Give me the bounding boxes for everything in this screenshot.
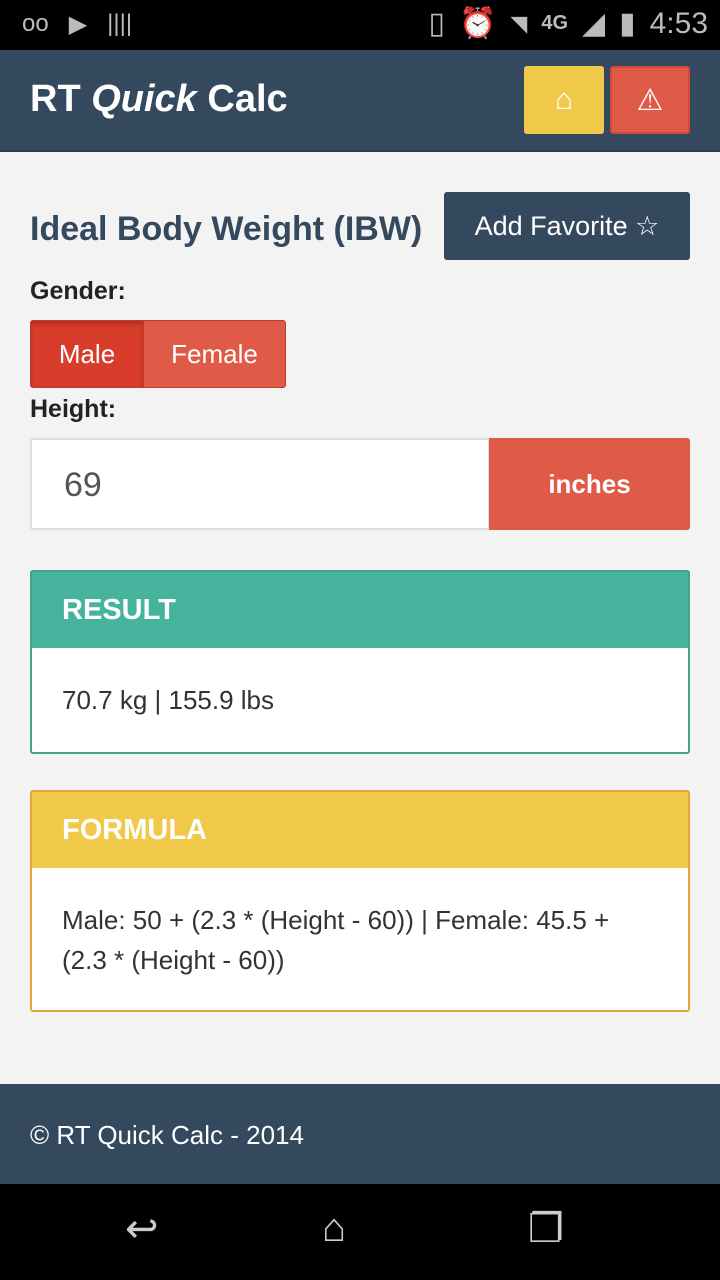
result-value: 70.7 kg | 155.9 lbs bbox=[62, 685, 275, 715]
battery-icon: ▮ bbox=[619, 7, 636, 40]
home-nav-icon[interactable]: ⌂ bbox=[322, 1206, 347, 1250]
wifi-icon: ◥ bbox=[510, 10, 528, 36]
height-input[interactable]: 69 bbox=[30, 438, 490, 530]
voicemail-icon: oo bbox=[22, 10, 49, 37]
formula-text: Male: 50 + (2.3 * (Height - 60)) | Femal… bbox=[62, 905, 610, 975]
barcode-icon: |||| bbox=[107, 10, 133, 37]
status-bar: oo ▶ |||| ▯ ⏰ ◥ 4G ◢ ▮ 4:53 bbox=[0, 0, 720, 50]
clock: 4:53 bbox=[649, 6, 708, 40]
app-header: RT Quick Calc ⌂ ⚠ bbox=[0, 50, 720, 152]
rotate-icon: ▯ bbox=[428, 7, 446, 40]
recent-apps-icon[interactable]: ❐ bbox=[528, 1207, 564, 1251]
warning-button[interactable]: ⚠ bbox=[610, 66, 690, 134]
play-store-icon: ▶ bbox=[68, 11, 88, 38]
brand-text-tail: Calc bbox=[196, 78, 288, 120]
brand-text: RT bbox=[30, 78, 92, 120]
gender-label: Gender: bbox=[30, 277, 126, 305]
gender-female-button[interactable]: Female bbox=[143, 320, 286, 388]
formula-title: FORMULA bbox=[32, 792, 688, 868]
home-button[interactable]: ⌂ bbox=[524, 66, 604, 134]
height-label: Height: bbox=[30, 395, 117, 423]
back-icon[interactable]: ↩ bbox=[125, 1207, 159, 1251]
gender-male-button[interactable]: Male bbox=[30, 320, 144, 388]
brand-text-italic: Quick bbox=[91, 78, 197, 120]
result-panel: RESULT 70.7 kg | 155.9 lbs bbox=[30, 570, 690, 754]
home-icon: ⌂ bbox=[554, 83, 574, 116]
signal-icon: ◢ bbox=[582, 7, 606, 40]
page-title: Ideal Body Weight (IBW) bbox=[30, 210, 423, 248]
unit-toggle-button[interactable]: inches bbox=[489, 438, 690, 530]
alarm-icon: ⏰ bbox=[459, 7, 497, 40]
android-nav-bar: ↩ ⌂ ❐ bbox=[0, 1184, 720, 1280]
footer: © RT Quick Calc - 2014 bbox=[0, 1084, 720, 1184]
result-title: RESULT bbox=[32, 572, 688, 648]
brand-logo[interactable]: RT Quick Calc bbox=[30, 78, 288, 121]
add-favorite-button[interactable]: Add Favorite ☆ bbox=[444, 192, 690, 260]
copyright-text: © RT Quick Calc - 2014 bbox=[30, 1120, 304, 1150]
warning-icon: ⚠ bbox=[636, 83, 664, 117]
formula-panel: FORMULA Male: 50 + (2.3 * (Height - 60))… bbox=[30, 790, 690, 1012]
network-label: 4G bbox=[541, 12, 569, 34]
